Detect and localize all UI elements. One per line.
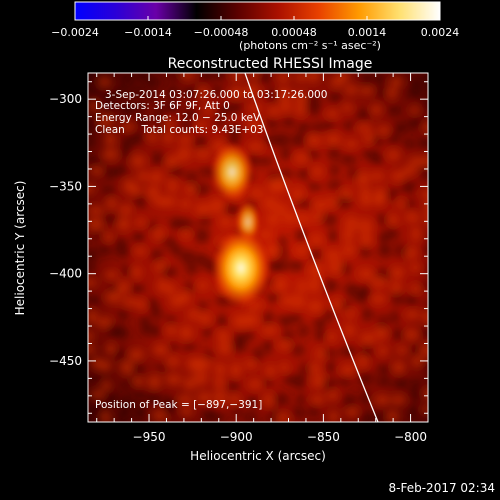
info-line-detectors: Detectors: 3F 6F 9F, Att 0 (95, 100, 230, 112)
x-tick-label: −900 (220, 430, 253, 444)
x-axis-label: Heliocentric X (arcsec) (190, 449, 326, 463)
colorbar-ticks (74, 16, 441, 20)
info-line-counts: Clean Total counts: 9.43E+03 (95, 124, 264, 136)
plot-frame (87, 72, 429, 423)
y-tick-label: −300 (49, 92, 82, 106)
colorbar-tick-labels: −0.0024 −0.0014 −0.00048 0.00048 0.0014 0.002… (51, 26, 459, 39)
colorbar-unit-label: (photons cm⁻² s⁻¹ asec⁻²) (239, 39, 381, 52)
x-tick-label: −950 (133, 430, 166, 444)
image-title: Reconstructed RHESSI Image (168, 56, 373, 72)
y-axis: −300 −350 −400 −450 (49, 81, 428, 414)
solar-limb-line (244, 73, 379, 422)
reconstructed-image (88, 73, 428, 422)
colorbar (74, 1, 441, 21)
x-tick-label: −850 (307, 430, 340, 444)
peak-position-label: Position of Peak = [−897,−391] (95, 399, 262, 411)
colorbar-tick-label: 0.0024 (421, 26, 460, 39)
colorbar-tick-label: −0.00048 (194, 26, 249, 39)
y-tick-label: −400 (49, 267, 82, 281)
y-axis-label: Heliocentric Y (arcsec) (13, 181, 27, 316)
info-line-time: 3-Sep-2014 03:07:26.000 to 03:17:26.000 (105, 89, 327, 101)
y-tick-label: −450 (49, 354, 82, 368)
colorbar-tick-label: 0.0014 (348, 26, 387, 39)
colorbar-tick-label: 0.00048 (271, 26, 317, 39)
colorbar-tick-label: −0.0024 (51, 26, 99, 39)
x-tick-label: −800 (394, 430, 427, 444)
info-line-energy: Energy Range: 12.0 − 25.0 keV (95, 112, 261, 124)
date-stamp: 8-Feb-2017 02:34 (389, 481, 495, 495)
colorbar-tick-label: −0.0014 (124, 26, 172, 39)
flare-sources (210, 142, 271, 308)
x-axis: −950 −900 −850 −800 (96, 73, 429, 444)
y-tick-label: −350 (49, 179, 82, 193)
